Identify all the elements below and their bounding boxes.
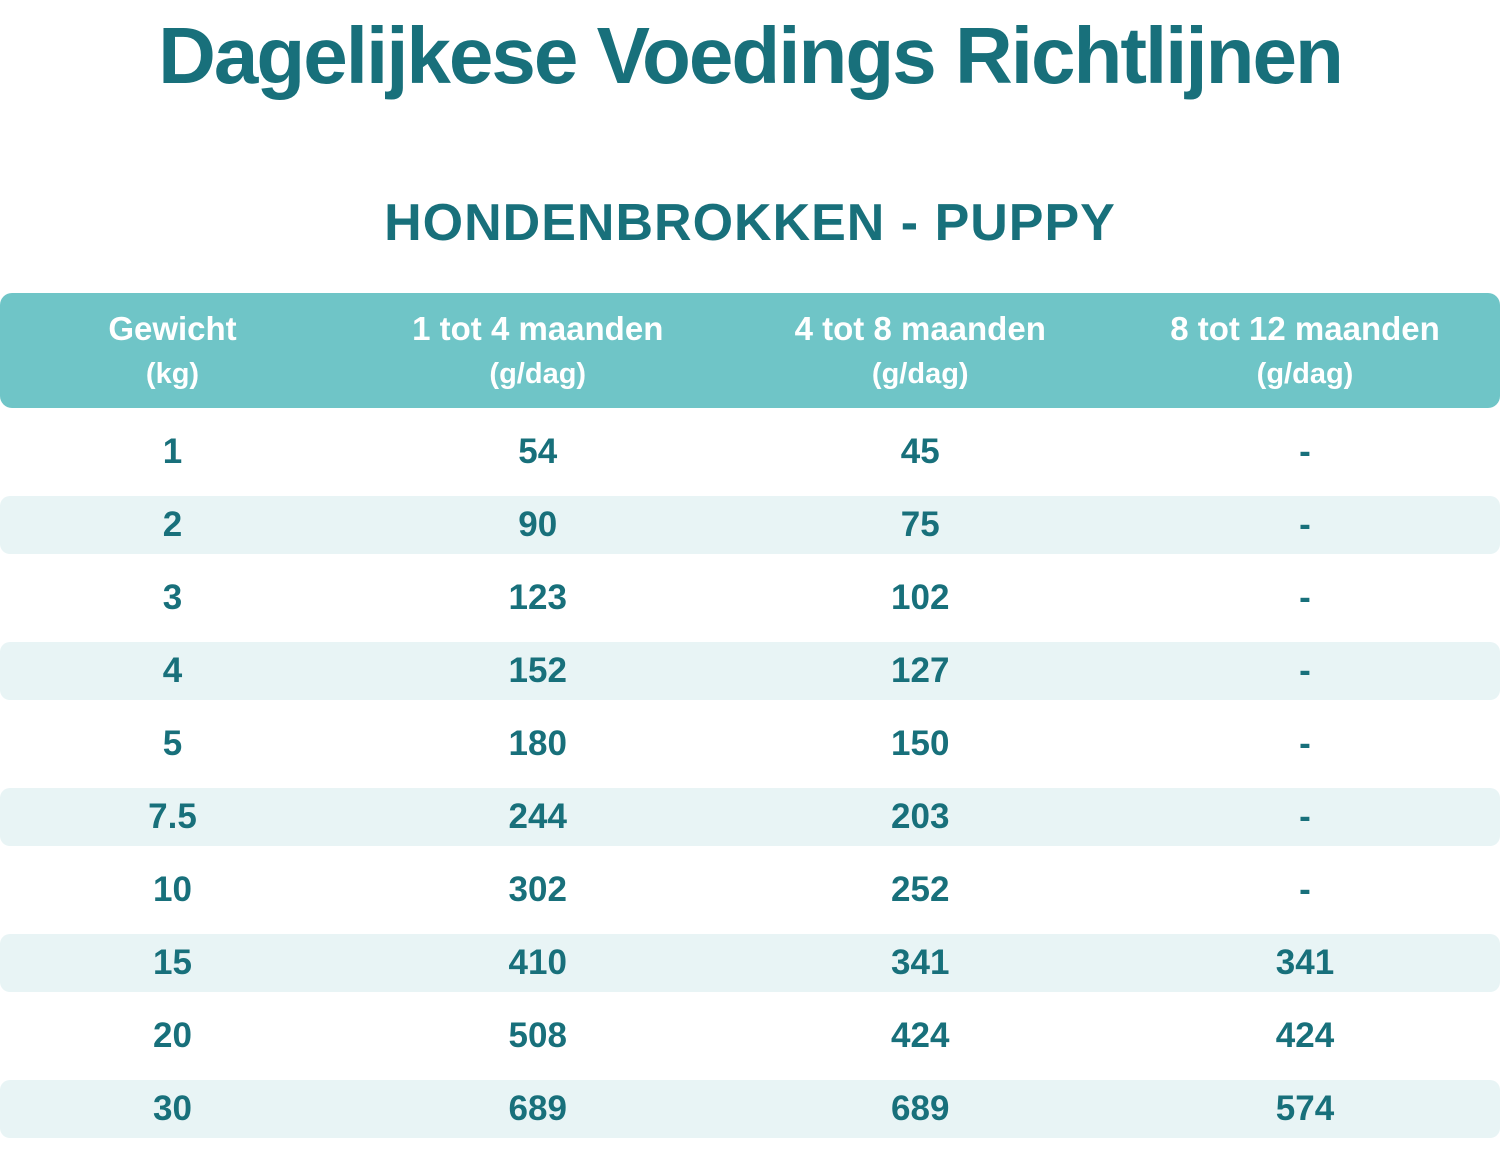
- table-row: 3 123 102 -: [0, 569, 1500, 627]
- table-cell: 5: [162, 724, 183, 764]
- table-row: 4 152 127 -: [0, 642, 1500, 701]
- table-cell: 123: [508, 578, 567, 618]
- column-header-label: 8 tot 12 maanden: [1170, 310, 1440, 348]
- table-cell: 410: [508, 943, 567, 983]
- table-cell: 302: [508, 870, 567, 910]
- table-cell: 15: [153, 943, 192, 983]
- column-header-8-tot-12-maanden: 8 tot 12 maanden (g/dag): [1110, 310, 1500, 391]
- table-cell: 54: [518, 432, 558, 472]
- table-body: 1 54 45 - 2 90 75 - 3 123 102 - 4 152 127 - 5 180 150 - 7.5 2…: [0, 423, 1500, 1139]
- table-cell: -: [1299, 724, 1311, 764]
- table-cell: 508: [508, 1016, 567, 1056]
- column-header-label: 4 tot 8 maanden: [794, 310, 1046, 348]
- column-header-1-tot-4-maanden: 1 tot 4 maanden (g/dag): [345, 310, 731, 391]
- table-cell: -: [1299, 651, 1311, 691]
- table-cell: 102: [891, 578, 950, 618]
- column-header-4-tot-8-maanden: 4 tot 8 maanden (g/dag): [731, 310, 1111, 391]
- table-row: 1 54 45 -: [0, 423, 1500, 481]
- table-cell: 75: [900, 505, 940, 545]
- table-row: 5 180 150 -: [0, 715, 1500, 773]
- table-cell: 10: [153, 870, 192, 910]
- feeding-table: Gewicht (kg) 1 tot 4 maanden (g/dag) 4 t…: [0, 293, 1500, 1139]
- table-cell: 244: [508, 797, 567, 837]
- table-row: 10 302 252 -: [0, 861, 1500, 919]
- table-cell: 341: [1275, 943, 1335, 983]
- table-row: 15 410 341 341: [0, 934, 1500, 993]
- table-cell: -: [1299, 505, 1311, 545]
- table-cell: 127: [891, 651, 950, 691]
- table-cell: 574: [1275, 1089, 1335, 1129]
- table-cell: 45: [900, 432, 940, 472]
- table-cell: 3: [162, 578, 183, 618]
- table-cell: -: [1299, 870, 1311, 910]
- column-header-label: 1 tot 4 maanden: [412, 310, 664, 348]
- column-header-unit: (g/dag): [871, 358, 969, 391]
- table-cell: 180: [508, 724, 567, 764]
- table-cell: 424: [891, 1016, 950, 1056]
- table-row: 7.5 244 203 -: [0, 788, 1500, 847]
- table-cell: 150: [891, 724, 950, 764]
- table-cell: 1: [162, 432, 183, 472]
- table-cell: -: [1299, 578, 1311, 618]
- table-cell: 2: [162, 505, 183, 545]
- table-row: 2 90 75 -: [0, 496, 1500, 555]
- page-subtitle: HONDENBROKKEN - PUPPY: [384, 194, 1116, 252]
- table-cell: 341: [891, 943, 950, 983]
- table-cell: 20: [153, 1016, 192, 1056]
- table-row: 30 689 689 574: [0, 1080, 1500, 1139]
- column-header-unit: (kg): [145, 358, 200, 391]
- column-header-gewicht: Gewicht (kg): [0, 310, 345, 391]
- table-cell: 152: [508, 651, 567, 691]
- page-title: Dagelijkese Voedings Richtlijnen: [158, 11, 1344, 100]
- table-cell: 30: [153, 1089, 192, 1129]
- table-header-row: Gewicht (kg) 1 tot 4 maanden (g/dag) 4 t…: [0, 293, 1500, 409]
- column-header-unit: (g/dag): [489, 358, 587, 391]
- table-cell: 203: [891, 797, 950, 837]
- table-cell: 424: [1275, 1016, 1335, 1056]
- table-cell: 7.5: [148, 797, 197, 837]
- column-header-label: Gewicht: [108, 310, 237, 348]
- table-cell: 689: [891, 1089, 950, 1129]
- table-cell: -: [1299, 432, 1311, 472]
- table-cell: -: [1299, 797, 1311, 837]
- table-row: 20 508 424 424: [0, 1007, 1500, 1065]
- table-cell: 252: [891, 870, 950, 910]
- table-cell: 90: [518, 505, 558, 545]
- column-header-unit: (g/dag): [1256, 358, 1354, 391]
- table-cell: 689: [508, 1089, 567, 1129]
- table-cell: 4: [162, 651, 183, 691]
